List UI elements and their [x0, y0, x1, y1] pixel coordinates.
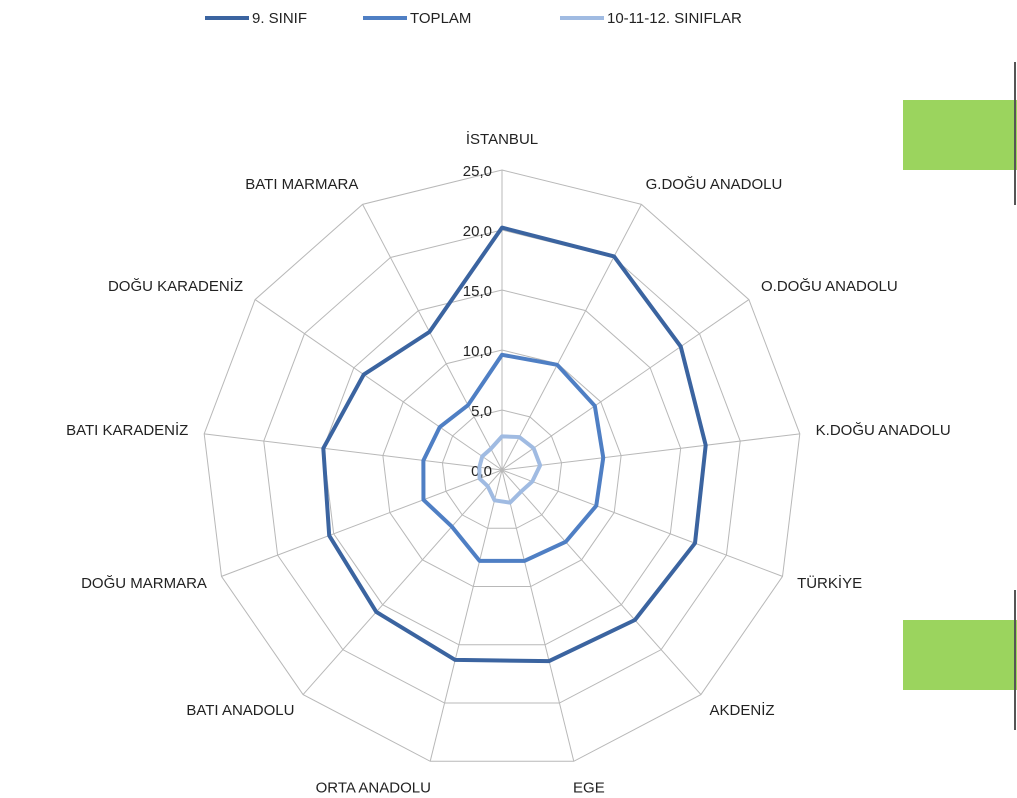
legend-label: 10-11-12. SINIFLAR — [607, 10, 742, 27]
category-label: G.DOĞU ANADOLU — [646, 176, 783, 193]
category-label: BATI ANADOLU — [186, 702, 294, 719]
spoke — [254, 299, 503, 471]
y-tick-label: 5,0 — [471, 403, 492, 420]
y-tick-label: 10,0 — [463, 343, 492, 360]
category-label: BATI MARMARA — [245, 176, 358, 193]
spoke — [501, 204, 642, 471]
spoke — [501, 299, 750, 471]
spoke — [429, 469, 503, 762]
category-label: DOĞU MARMARA — [81, 575, 207, 592]
category-label: K.DOĞU ANADOLU — [816, 422, 951, 439]
decor-box — [903, 620, 1017, 690]
spoke — [302, 469, 503, 695]
grid-ring — [382, 349, 622, 588]
series-line — [421, 352, 606, 563]
grid-ring — [203, 169, 801, 762]
y-tick-label: 25,0 — [463, 163, 492, 180]
y-tick-label: 0,0 — [471, 463, 492, 480]
series-line — [477, 434, 543, 505]
category-label: AKDENİZ — [710, 701, 775, 719]
category-label: EGE — [573, 780, 605, 797]
y-tick-label: 15,0 — [463, 283, 492, 300]
spoke — [501, 433, 800, 471]
spoke — [501, 469, 575, 762]
category-label: TÜRKİYE — [797, 574, 862, 592]
decor-box — [903, 100, 1017, 170]
spoke — [501, 469, 702, 695]
grid-ring — [322, 289, 682, 646]
category-label: DOĞU KARADENİZ — [108, 277, 243, 295]
series-line — [321, 225, 708, 664]
category-label: BATI KARADENİZ — [66, 421, 188, 439]
spoke — [501, 469, 783, 577]
category-label: ORTA ANADOLU — [316, 780, 431, 797]
grid-ring — [263, 229, 741, 704]
category-label: İSTANBUL — [466, 130, 538, 148]
spoke — [204, 433, 503, 471]
grid-ring — [441, 409, 563, 529]
legend-label: TOPLAM — [410, 10, 471, 27]
spoke — [362, 204, 503, 471]
spoke — [221, 469, 503, 577]
y-tick-label: 20,0 — [463, 223, 492, 240]
category-label: O.DOĞU ANADOLU — [761, 278, 898, 295]
legend-label: 9. SINIF — [252, 10, 307, 27]
